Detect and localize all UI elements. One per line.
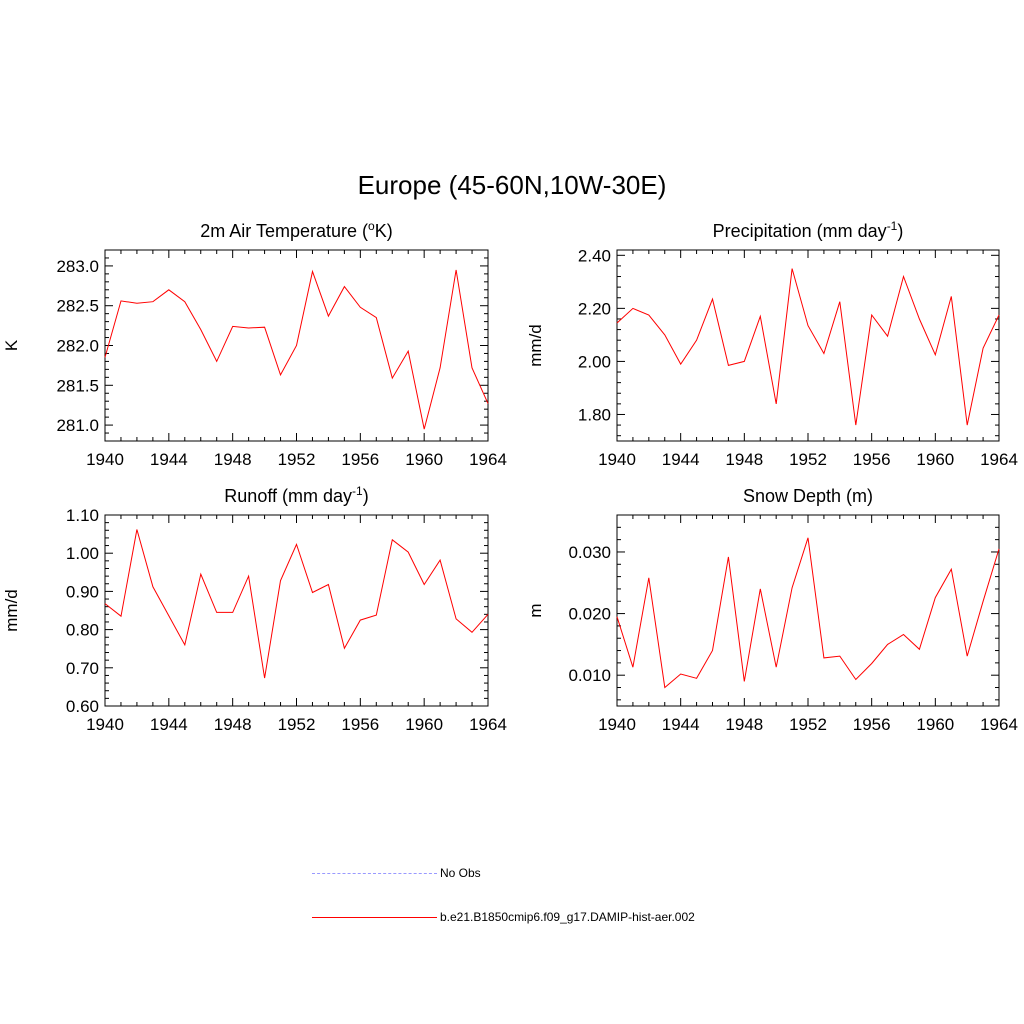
x-tick-label: 1960 — [405, 450, 443, 469]
chart-panel-4: 1940 1944 1948 1952 1956 1960 1964 0.010 0.020 0.… — [526, 486, 1018, 734]
x-tick-label: 1956 — [853, 450, 891, 469]
x-tick-label: 1952 — [789, 715, 827, 734]
x-tick-label: 1952 — [278, 715, 316, 734]
y-axis-label: mm/d — [2, 589, 21, 632]
y-tick-label: 1.80 — [578, 405, 611, 424]
x-tick-label: 1960 — [405, 715, 443, 734]
x-tick-label: 1964 — [469, 450, 507, 469]
panel-title: Precipitation (mm day-1) — [713, 219, 904, 241]
plot-frame — [616, 514, 1000, 707]
y-tick-label: 0.90 — [66, 582, 99, 601]
x-tick-label: 1952 — [789, 450, 827, 469]
legend-swatch-obs — [312, 873, 437, 874]
y-tick-label: 0.80 — [66, 621, 99, 640]
y-tick-label: 2.00 — [578, 352, 611, 371]
x-tick-label: 1956 — [341, 450, 379, 469]
series-line — [104, 269, 489, 430]
x-tick-label: 1940 — [86, 450, 124, 469]
chart-panel-3: 1940 1944 1948 1952 1956 1960 1964 0.60 0.70 0.80… — [2, 484, 507, 734]
legend-swatch-model — [312, 917, 437, 918]
y-axis-label: K — [2, 339, 21, 351]
y-tick-label: 281.5 — [56, 376, 99, 395]
y-tick-label: 0.020 — [568, 605, 611, 624]
x-tick-label: 1944 — [150, 450, 188, 469]
series-line — [104, 529, 489, 679]
x-tick-label: 1940 — [86, 715, 124, 734]
x-tick-label: 1944 — [662, 450, 700, 469]
y-tick-label: 0.010 — [568, 666, 611, 685]
panel-title: Runoff (mm day-1) — [224, 484, 368, 506]
x-tick-label: 1964 — [980, 450, 1018, 469]
series-line — [616, 537, 1000, 689]
x-tick-label: 1956 — [341, 715, 379, 734]
x-tick-label: 1964 — [469, 715, 507, 734]
x-tick-label: 1940 — [598, 450, 636, 469]
y-tick-label: 2.20 — [578, 299, 611, 318]
y-tick-label: 283.0 — [56, 257, 99, 276]
x-tick-label: 1964 — [980, 715, 1018, 734]
panel-title: Snow Depth (m) — [743, 486, 873, 506]
y-tick-label: 282.0 — [56, 337, 99, 356]
y-tick-label: 1.10 — [66, 506, 99, 525]
y-axis-label: mm/d — [526, 324, 545, 367]
y-tick-label: 2.40 — [578, 246, 611, 265]
x-tick-label: 1944 — [662, 715, 700, 734]
figure-title: Europe (45-60N,10W-30E) — [357, 170, 667, 200]
x-tick-label: 1952 — [278, 450, 316, 469]
legend-label-obs: No Obs — [440, 866, 481, 880]
series-line — [616, 268, 1000, 426]
y-axis-label: m — [526, 603, 545, 617]
x-tick-label: 1948 — [725, 715, 763, 734]
x-tick-label: 1956 — [853, 715, 891, 734]
x-tick-label: 1948 — [214, 715, 252, 734]
x-tick-label: 1960 — [916, 450, 954, 469]
x-tick-label: 1960 — [916, 715, 954, 734]
y-tick-label: 0.70 — [66, 659, 99, 678]
x-tick-label: 1948 — [725, 450, 763, 469]
x-tick-label: 1940 — [598, 715, 636, 734]
y-tick-label: 0.60 — [66, 697, 99, 716]
y-tick-label: 281.0 — [56, 416, 99, 435]
chart-panel-1: 1940 1944 1948 1952 1956 1960 1964 281.0 281.5 28… — [2, 219, 507, 469]
y-tick-label: 282.5 — [56, 297, 99, 316]
x-tick-label: 1948 — [214, 450, 252, 469]
panel-title: 2m Air Temperature (oK) — [200, 219, 392, 241]
legend-label-model: b.e21.B1850cmip6.f09_g17.DAMIP-hist-aer.… — [440, 910, 695, 924]
y-tick-label: 1.00 — [66, 544, 99, 563]
x-tick-label: 1944 — [150, 715, 188, 734]
plot-frame — [616, 249, 1000, 442]
chart-panel-2: 1940 1944 1948 1952 1956 1960 1964 1.80 2.00 2.20… — [526, 219, 1018, 469]
y-tick-label: 0.030 — [568, 543, 611, 562]
